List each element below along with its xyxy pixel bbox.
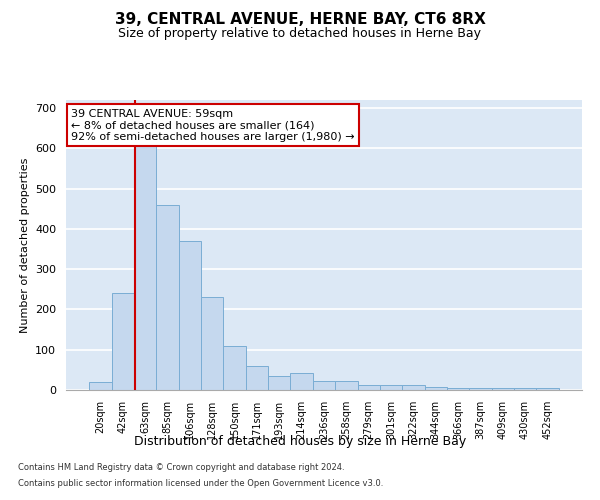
Bar <box>89 382 112 390</box>
Bar <box>246 366 268 390</box>
Bar <box>179 241 201 390</box>
Bar <box>134 128 157 390</box>
Bar <box>290 373 313 390</box>
Bar <box>402 385 425 390</box>
Bar <box>491 388 514 390</box>
Text: Distribution of detached houses by size in Herne Bay: Distribution of detached houses by size … <box>134 435 466 448</box>
Bar <box>469 388 491 390</box>
Bar <box>223 346 246 390</box>
Bar <box>112 294 134 390</box>
Bar <box>536 388 559 390</box>
Bar <box>157 204 179 390</box>
Y-axis label: Number of detached properties: Number of detached properties <box>20 158 29 332</box>
Text: 39, CENTRAL AVENUE, HERNE BAY, CT6 8RX: 39, CENTRAL AVENUE, HERNE BAY, CT6 8RX <box>115 12 485 28</box>
Bar <box>335 381 358 390</box>
Bar <box>447 388 469 390</box>
Bar <box>358 385 380 390</box>
Bar <box>380 385 402 390</box>
Bar <box>313 381 335 390</box>
Text: 39 CENTRAL AVENUE: 59sqm
← 8% of detached houses are smaller (164)
92% of semi-d: 39 CENTRAL AVENUE: 59sqm ← 8% of detache… <box>71 108 355 142</box>
Text: Contains public sector information licensed under the Open Government Licence v3: Contains public sector information licen… <box>18 478 383 488</box>
Bar <box>425 387 447 390</box>
Text: Size of property relative to detached houses in Herne Bay: Size of property relative to detached ho… <box>119 28 482 40</box>
Bar <box>514 388 536 390</box>
Text: Contains HM Land Registry data © Crown copyright and database right 2024.: Contains HM Land Registry data © Crown c… <box>18 464 344 472</box>
Bar <box>268 376 290 390</box>
Bar <box>201 298 223 390</box>
